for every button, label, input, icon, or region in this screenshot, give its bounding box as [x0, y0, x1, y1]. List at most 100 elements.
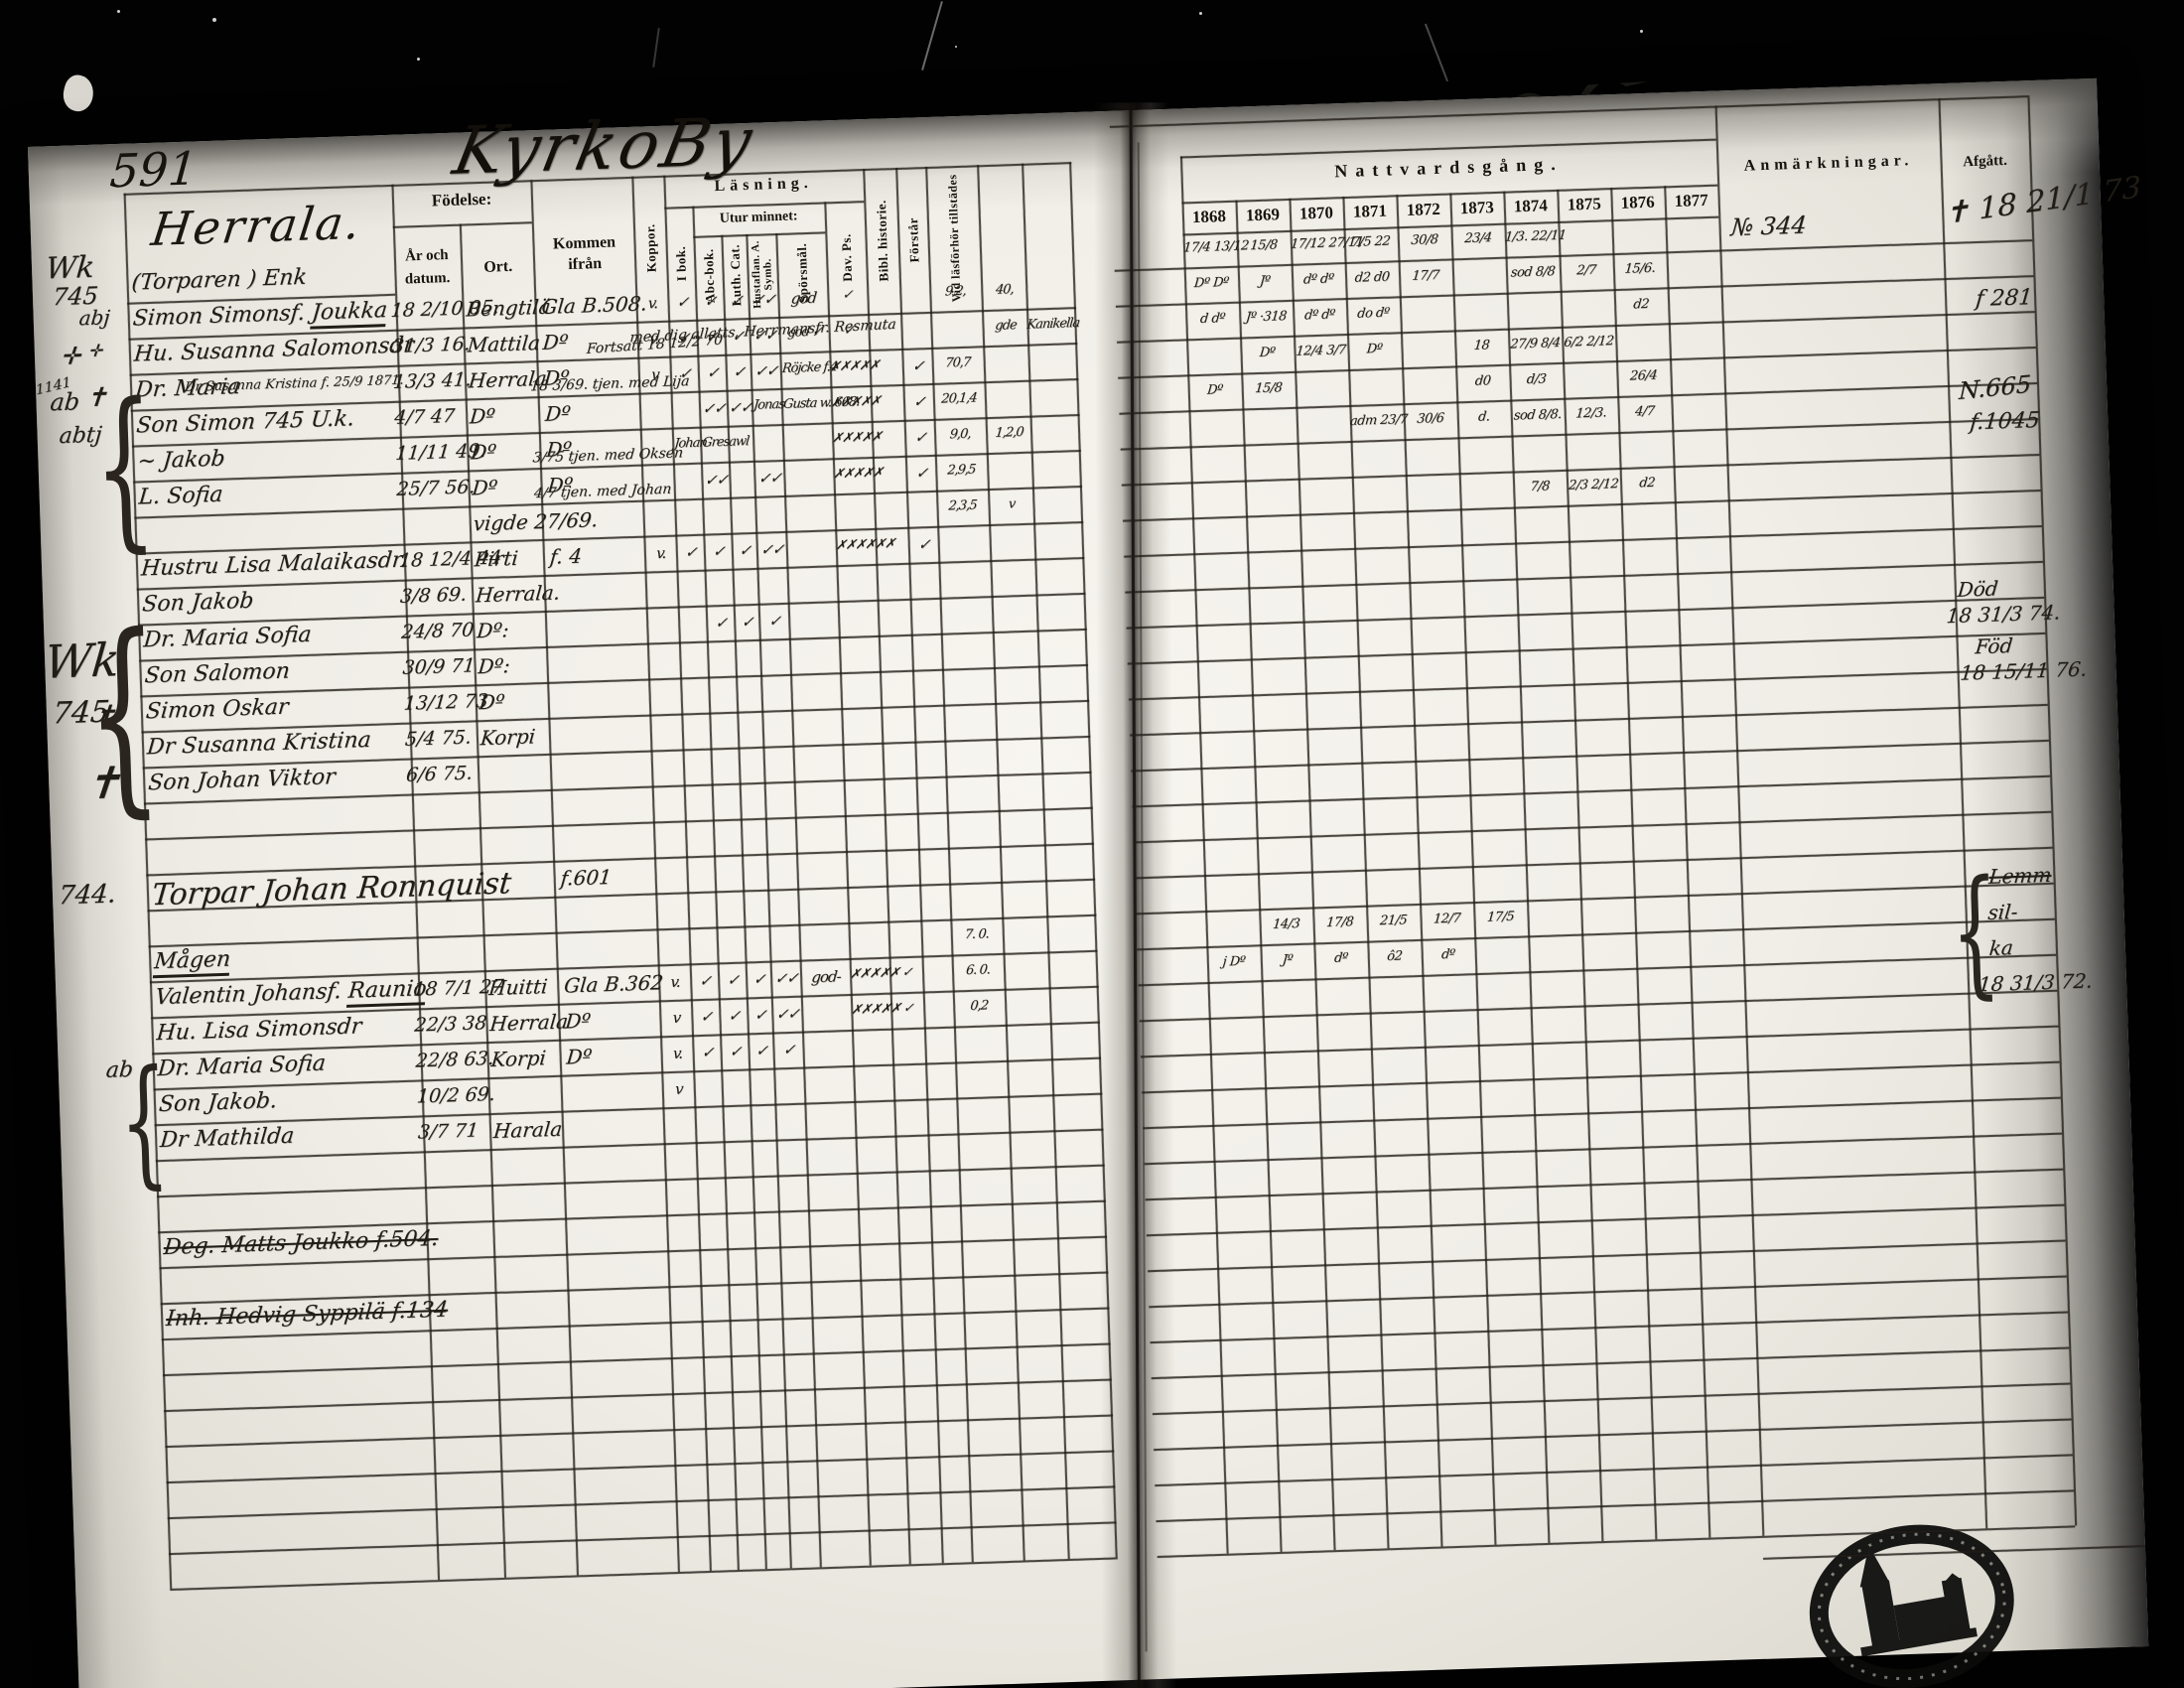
row-birth-place: Dº — [471, 475, 499, 500]
communion-mark: d/3 — [1526, 371, 1548, 388]
header-afgatt: Afgått. — [1963, 152, 2008, 171]
row-mark-abc: ✓✓ — [704, 470, 729, 490]
row-name: Mågen — [152, 946, 232, 979]
rule-line — [1133, 810, 2052, 844]
row-mark-dav: ✗✗✗✗✗ — [831, 429, 883, 447]
row-mark-ibok: ✓ — [675, 292, 690, 312]
row-came-from: Gla B.362 — [563, 970, 665, 998]
row-mark-koppor: v. — [647, 294, 659, 313]
rule-line — [1127, 632, 2046, 665]
header-fodelse: Födelse: — [431, 189, 492, 211]
column-line — [1022, 163, 1070, 1560]
rule-line — [1134, 846, 2053, 880]
row-mark-forst: ✓ — [917, 535, 931, 554]
header-ar-och-datum: År och datum. — [404, 247, 451, 287]
communion-mark: Dº Dº — [1193, 274, 1230, 292]
communion-mark: Jº — [1259, 273, 1271, 289]
communion-mark: dº dº — [1302, 271, 1335, 288]
communion-mark: d0 — [1474, 373, 1492, 389]
margin-note: abj — [77, 305, 111, 331]
row-mark-luth: ✓✓ — [728, 397, 753, 417]
row-mark-vidlas: 7. 0. — [964, 926, 990, 943]
column-line — [977, 165, 1025, 1561]
row-birth-date: 30/9 71 — [401, 654, 477, 679]
row-mark-koppor: v. — [655, 543, 667, 563]
year-label: 1877 — [1674, 190, 1709, 211]
row-mark-forst: ✓ — [911, 356, 925, 375]
communion-mark: Dº — [1366, 341, 1383, 357]
communion-mark: Jº — [1282, 952, 1294, 968]
communion-mark: 30/6 — [1416, 410, 1445, 427]
dust-speck — [1199, 12, 1202, 15]
grouping-brace: { — [1948, 850, 2002, 1015]
row-birth-date: 24/8 70 — [400, 619, 476, 643]
scratch-mark — [1424, 23, 1449, 82]
row-mark-dav: ✗✗✗✗✗ — [832, 465, 884, 483]
header-utur-minnet: Utur minnet: — [719, 209, 798, 226]
row-mark-hust: Jonas — [752, 396, 785, 413]
grouping-brace: { — [81, 589, 165, 839]
row-birth-place: Korpi — [489, 1046, 547, 1072]
row-came-from: Gla B.508. — [540, 291, 648, 319]
row-name: Hu. Lisa Simonsdr — [155, 1014, 363, 1047]
row-birth-date: 3/7 71 — [417, 1119, 479, 1144]
row-birth-place: vigde 27/69. — [472, 507, 600, 536]
row-birth-date: 3/8 69. — [399, 583, 469, 608]
rule-line — [1130, 703, 2048, 737]
communion-mark: 12/4 3/7 — [1295, 343, 1347, 359]
row-came-from: f.601 — [559, 864, 613, 891]
rule-line — [1149, 1275, 2067, 1309]
row-birth-date: 5/4 75. — [404, 726, 473, 751]
row-mark-dav: ✓ — [841, 287, 854, 303]
grouping-brace: { — [90, 365, 159, 570]
row-name: Dr. Maria Sofia — [156, 1051, 328, 1082]
communion-mark: 1/3. 22/11 — [1504, 227, 1568, 245]
row-mark-dav: ✗✗✗✗✗ — [829, 357, 880, 375]
year-label: 1869 — [1245, 205, 1281, 225]
rule-line — [163, 1342, 1111, 1377]
rule-line — [1123, 489, 2041, 522]
communion-mark: 30/8 — [1410, 231, 1439, 248]
row-mark-abc: ✓ — [714, 613, 728, 633]
communion-mark: 12/7 — [1433, 911, 1461, 927]
communion-mark: 15/8 — [1254, 380, 1284, 397]
row-mark-luth: ✓ — [732, 362, 746, 381]
margin-note: ab — [49, 387, 81, 417]
row-name: Son Simon 745 U.k. — [135, 406, 356, 439]
year-label: 1875 — [1567, 194, 1602, 214]
row-mark-hust: ✓ — [767, 612, 781, 631]
row-mark-ibok: ✓ — [701, 1043, 715, 1062]
rule-line — [1136, 882, 2054, 915]
church-seal-stamp — [1794, 1506, 2030, 1688]
row-name: Simon Oskar — [144, 694, 290, 725]
year-label: 1873 — [1459, 198, 1495, 218]
row-mark-forst: ✓ — [914, 464, 928, 483]
column-line — [1342, 197, 1390, 1549]
row-mark-dav: ✗✗✗✗✗ — [830, 393, 882, 411]
communion-mark: 15/6. — [1623, 260, 1657, 277]
communion-mark: 27/9 8/4 — [1509, 335, 1562, 352]
rule-line — [158, 1199, 1106, 1234]
communion-mark: 21/5 — [1379, 913, 1408, 929]
scratch-mark — [652, 28, 660, 68]
rule-line — [169, 1521, 1117, 1556]
row-mark-spors: god — [790, 288, 817, 308]
row-came-from: Dº — [541, 330, 570, 354]
column-line — [746, 234, 792, 1569]
row-mark-hust: ✓✓ — [757, 468, 782, 488]
row-mark-luth: ✓ — [730, 291, 744, 310]
communion-mark: sod 8/8. — [1513, 406, 1563, 424]
rule-line — [1148, 1239, 2066, 1273]
church-icon — [1859, 1545, 1978, 1657]
row-mark-extra1: gde — [994, 318, 1018, 334]
communion-mark: 17/7 — [1411, 267, 1440, 284]
row-mark-dav: ✗✗✗✗✗ ✓ — [849, 964, 913, 983]
row-mark-ibok: ✓ — [699, 1007, 713, 1027]
communion-mark: 15/8 — [1249, 237, 1279, 254]
row-birth-place: Bengtilä — [465, 294, 552, 322]
row-mark-abc: ✓ — [712, 541, 726, 561]
margin-note: ✛ — [86, 341, 104, 362]
rule-line — [1150, 1311, 2069, 1344]
communion-mark: d2 — [1632, 296, 1650, 313]
row-name: Son Johan Viktor — [147, 765, 337, 796]
